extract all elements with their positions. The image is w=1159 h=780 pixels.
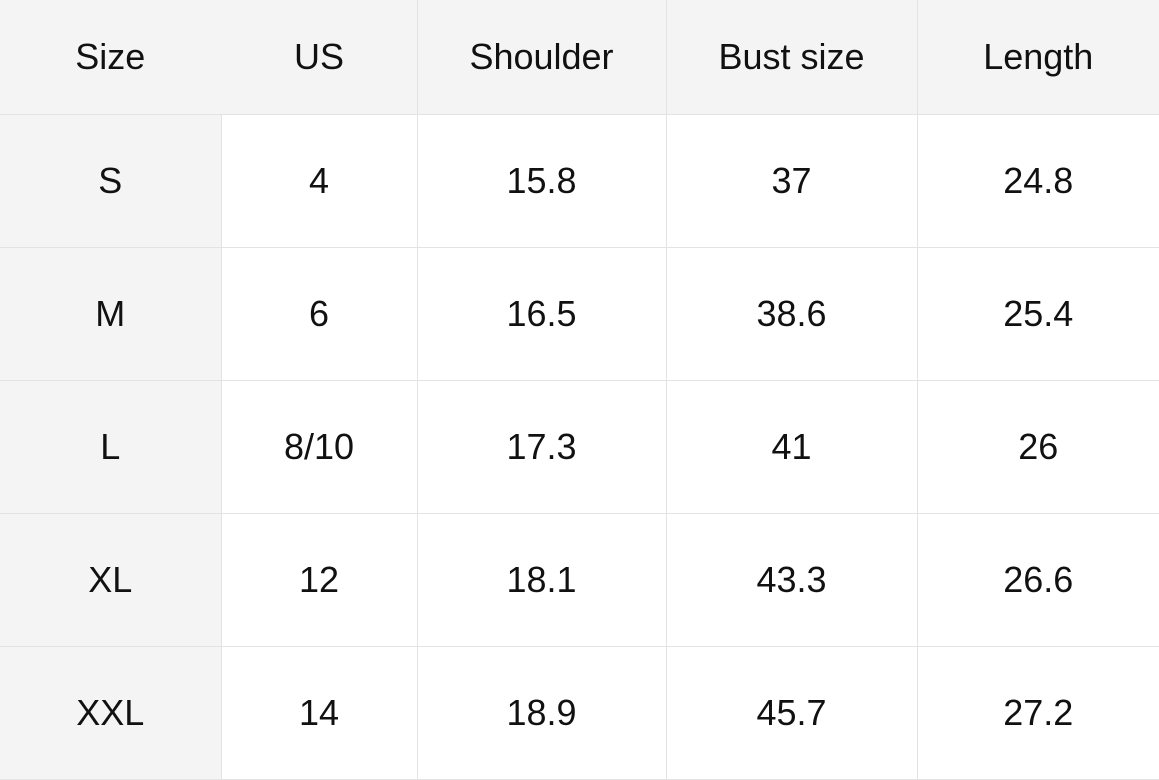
cell-size: XXL bbox=[0, 646, 222, 780]
cell-length: 26 bbox=[916, 380, 1159, 514]
cell-size: S bbox=[0, 114, 222, 248]
cell-shoulder: 17.3 bbox=[416, 380, 667, 514]
cell-size: XL bbox=[0, 513, 222, 647]
cell-length: 27.2 bbox=[916, 646, 1159, 780]
header-shoulder: Shoulder bbox=[416, 0, 667, 115]
cell-size: M bbox=[0, 247, 222, 381]
table-row: L 8/10 17.3 41 26 bbox=[0, 380, 1159, 514]
cell-us: 14 bbox=[220, 646, 418, 780]
table-row: M 6 16.5 38.6 25.4 bbox=[0, 247, 1159, 381]
cell-length: 25.4 bbox=[916, 247, 1159, 381]
cell-size: L bbox=[0, 380, 222, 514]
table-row: S 4 15.8 37 24.8 bbox=[0, 114, 1159, 248]
cell-us: 12 bbox=[220, 513, 418, 647]
header-bust-size: Bust size bbox=[665, 0, 918, 115]
cell-bust-size: 41 bbox=[665, 380, 918, 514]
cell-shoulder: 18.1 bbox=[416, 513, 667, 647]
cell-shoulder: 16.5 bbox=[416, 247, 667, 381]
cell-bust-size: 37 bbox=[665, 114, 918, 248]
cell-shoulder: 18.9 bbox=[416, 646, 667, 780]
cell-bust-size: 45.7 bbox=[665, 646, 918, 780]
cell-length: 24.8 bbox=[916, 114, 1159, 248]
cell-us: 4 bbox=[220, 114, 418, 248]
table-body: S 4 15.8 37 24.8 M 6 16.5 38.6 25.4 L 8/10 17.3 41 26 X… bbox=[0, 114, 1159, 780]
cell-us: 6 bbox=[220, 247, 418, 381]
cell-length: 26.6 bbox=[916, 513, 1159, 647]
header-size: Size bbox=[0, 0, 222, 115]
table-row: XXL 14 18.9 45.7 27.2 bbox=[0, 646, 1159, 780]
table-row: XL 12 18.1 43.3 26.6 bbox=[0, 513, 1159, 647]
header-us: US bbox=[220, 0, 418, 115]
cell-shoulder: 15.8 bbox=[416, 114, 667, 248]
cell-us: 8/10 bbox=[220, 380, 418, 514]
cell-bust-size: 38.6 bbox=[665, 247, 918, 381]
cell-bust-size: 43.3 bbox=[665, 513, 918, 647]
header-row: Size US Shoulder Bust size Length bbox=[0, 0, 1159, 115]
header-length: Length bbox=[916, 0, 1159, 115]
